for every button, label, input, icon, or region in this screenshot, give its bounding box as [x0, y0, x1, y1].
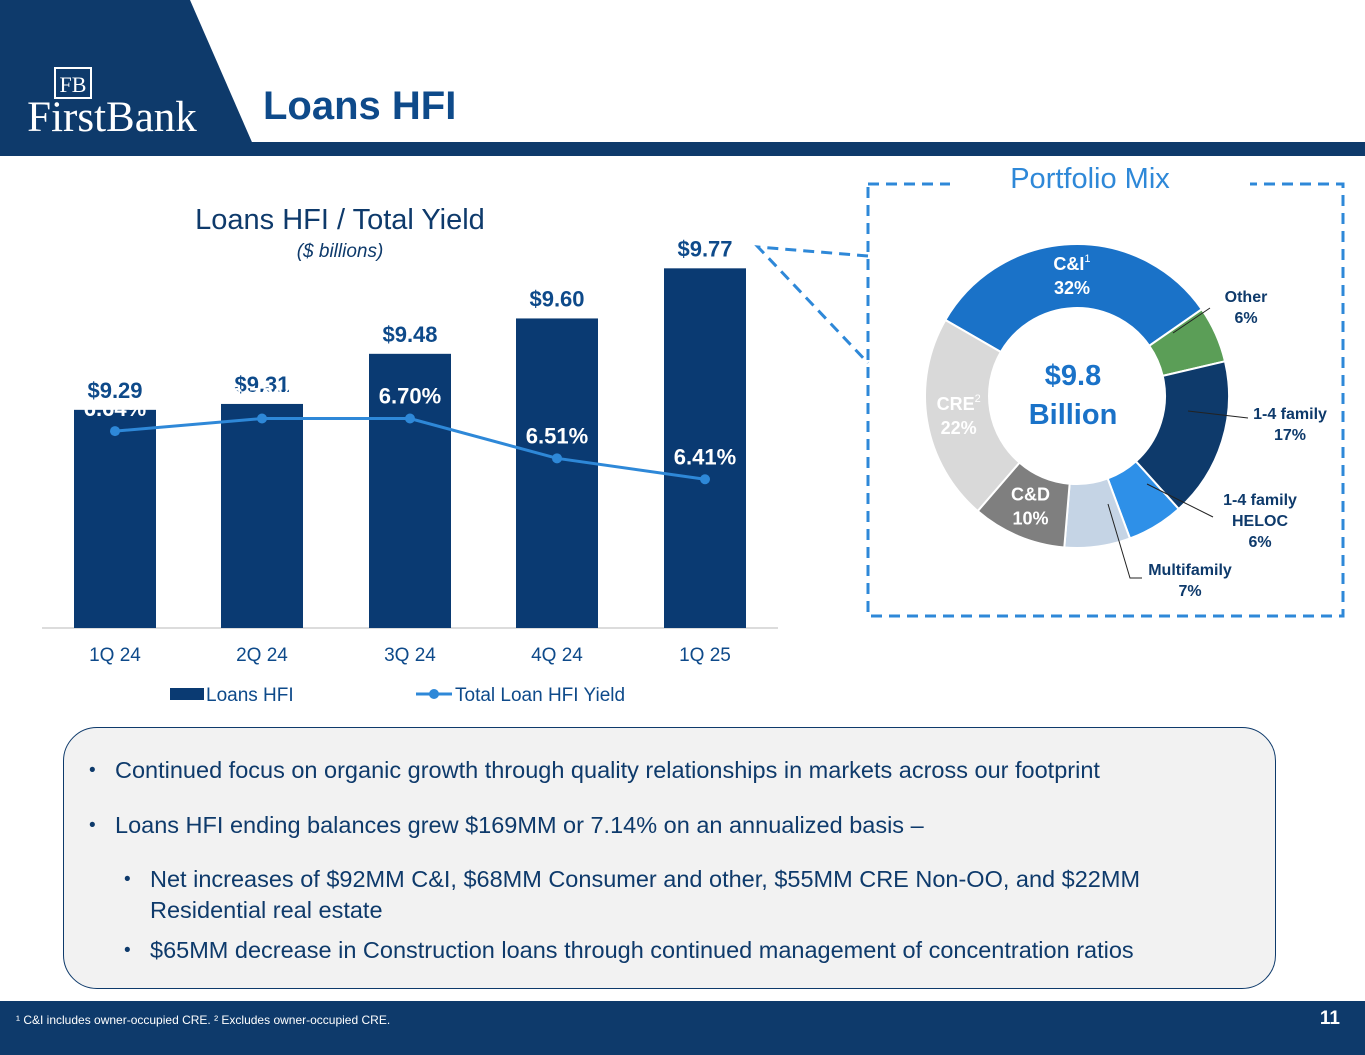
x-tick-label: 2Q 24	[236, 645, 288, 666]
slice-pct-label: 17%	[1274, 427, 1306, 444]
bar-value-label: $9.60	[529, 286, 584, 311]
leader-line	[1107, 503, 1142, 579]
yield-point	[110, 426, 120, 437]
legend-swatch-bar	[170, 688, 204, 700]
page-title: Loans HFI	[263, 84, 457, 128]
slice-pct-label: 6%	[1234, 310, 1257, 327]
donut-center-unit: Billion	[1029, 399, 1118, 431]
yield-point	[700, 474, 710, 485]
chart-subtitle: ($ billions)	[296, 241, 384, 262]
slice-pct-label: 22%	[941, 418, 977, 438]
header-rule	[0, 142, 1365, 156]
logo-panel	[0, 0, 258, 156]
portfolio-donut: C&I1 32% CRE2 22% C&D 10% Other 6% 1-4 family 17%…	[924, 243, 1327, 600]
slice-pct-label: 10%	[1012, 509, 1048, 529]
slice-name-label: 1-4 family	[1223, 492, 1297, 509]
slice-pct-label: 7%	[1178, 583, 1201, 600]
bar	[664, 268, 746, 628]
yield-point	[257, 413, 267, 424]
sub-bullet-item: • $65MM decrease in Construction loans th…	[124, 937, 1134, 963]
yield-point	[405, 413, 415, 424]
slice-name-label: C&D	[1011, 485, 1050, 505]
donut-slice	[924, 318, 1021, 513]
slice-name-label: Multifamily	[1148, 562, 1232, 579]
bar	[221, 403, 303, 628]
leader-line	[1172, 307, 1211, 334]
leader-line	[1187, 410, 1249, 419]
donut-slice	[943, 243, 1204, 354]
leader-line	[1146, 483, 1214, 518]
header-banner: FB FirstBank	[0, 0, 1365, 156]
sub-bullet-item: • Net increases of $92MM C&I, $68MM Consu…	[124, 866, 1141, 923]
logo-wordmark: FirstBank	[27, 94, 197, 141]
legend-swatch-marker	[429, 689, 439, 699]
logo-monogram-frame	[54, 67, 92, 99]
x-tick-label: 3Q 24	[384, 645, 436, 666]
yield-value-label: 6.70%	[231, 384, 293, 409]
yield-value-label: 6.41%	[674, 444, 736, 469]
footer-bar	[0, 1001, 1365, 1055]
callout-pointer	[754, 245, 870, 365]
logo-monogram: FB	[60, 72, 87, 97]
summary-box: • Continued focus on organic growth throu…	[63, 727, 1276, 989]
bar-value-label: $9.31	[234, 372, 289, 397]
mix-title: Portfolio Mix	[1010, 163, 1170, 195]
footnote: ¹ C&I includes owner-occupied CRE. ² Exc…	[16, 1013, 391, 1027]
slice-name-label: C&I1	[1053, 253, 1090, 274]
yield-point	[552, 453, 562, 464]
slice-pct-label: 32%	[1054, 278, 1090, 298]
bar	[516, 318, 598, 628]
yield-value-label: 6.51%	[526, 423, 588, 448]
slice-name-label: CRE2	[937, 393, 981, 414]
x-tick-label: 4Q 24	[531, 645, 583, 666]
x-tick-label: 1Q 25	[679, 645, 731, 666]
slice-name-label: 1-4 family	[1253, 406, 1327, 423]
legend-label: Total Loan HFI Yield	[455, 685, 625, 706]
x-tick-label: 1Q 24	[89, 645, 141, 666]
slice-pct-label: 6%	[1248, 534, 1271, 551]
legend-label: Loans HFI	[206, 685, 294, 706]
bar	[74, 409, 156, 628]
yield-value-label: 6.64%	[84, 396, 146, 421]
bar-value-label: $9.77	[677, 236, 732, 261]
bar-value-label: $9.48	[382, 322, 437, 347]
slice-name-label: Other	[1225, 289, 1268, 306]
donut-center-value: $9.8	[1045, 360, 1101, 392]
portfolio-mix-panel: C&I1 32% CRE2 22% C&D 10% Other 6% 1-4 family 17%…	[754, 182, 1345, 618]
yield-value-label: 6.70%	[379, 384, 441, 409]
bullet-item: • Continued focus on organic growth throu…	[89, 757, 1100, 783]
page-number: 11	[1319, 1008, 1340, 1029]
loans-bar-chart: $9.29 1Q 24 $9.31 2Q 24 $9.48 3Q 24 $9.60 4Q 24…	[42, 236, 778, 706]
bullet-item: • Loans HFI ending balances grew $169MM o…	[89, 812, 924, 838]
chart-title: Loans HFI / Total Yield	[195, 204, 485, 236]
bar-value-label: $9.29	[87, 378, 142, 403]
slice-name-label: HELOC	[1232, 513, 1288, 530]
bar	[369, 353, 451, 628]
